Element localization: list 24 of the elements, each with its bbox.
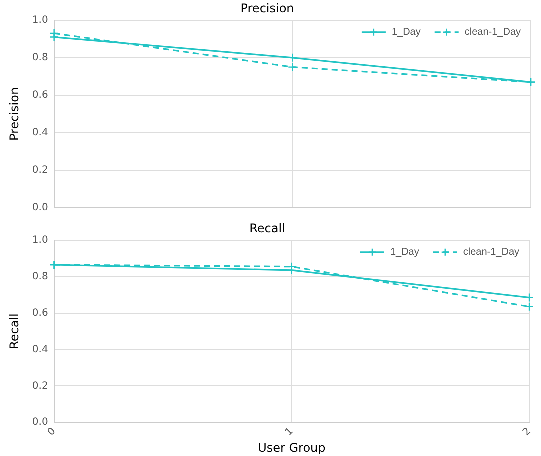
legend-label: clean-1_Day [463, 247, 520, 258]
y-tick-label: 0.4 [32, 128, 48, 139]
y-tick-label: 0.4 [32, 344, 48, 356]
x-tick-label: 1 [284, 426, 296, 438]
y-tick-label: 1.0 [32, 14, 48, 26]
y-tick-label: 0.0 [32, 202, 48, 214]
x-tick-label: 2 [521, 426, 534, 438]
y-tick-label: 0.6 [32, 90, 48, 102]
y-tick-label: 0.6 [32, 308, 48, 319]
y-axis-title: Precision [7, 87, 22, 141]
x-tick-label: 0 [46, 426, 58, 438]
legend-label: 1_Day [392, 27, 421, 38]
x-axis-title: User Group [258, 440, 326, 455]
legend-label: clean-1_Day [464, 27, 522, 38]
y-tick-label: 0.8 [32, 52, 48, 64]
y-tick-label: 0.2 [32, 165, 48, 176]
y-tick-label: 0.2 [32, 380, 48, 392]
legend-label: 1_Day [390, 247, 420, 258]
y-tick-label: 1.0 [32, 234, 48, 246]
y-axis-title: Recall [7, 314, 22, 350]
chart-title: Recall [250, 221, 286, 236]
y-tick-label: 0.0 [32, 417, 48, 428]
chart-title: Precision [240, 1, 294, 16]
y-tick-label: 0.8 [32, 271, 48, 282]
